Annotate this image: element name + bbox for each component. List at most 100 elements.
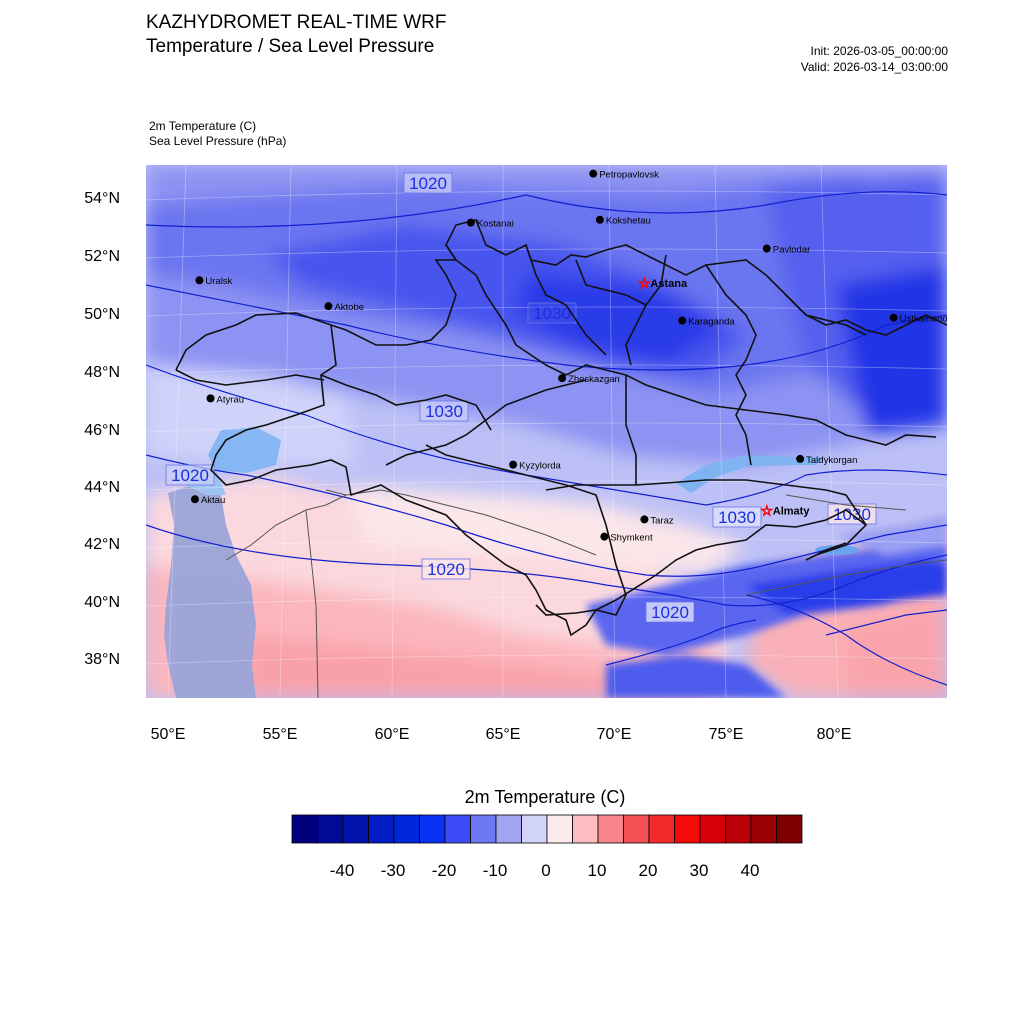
city-astana: ☆ Astana xyxy=(638,275,688,292)
city-label: Zheskazgan xyxy=(568,374,620,385)
lon-label: 50°E xyxy=(150,726,186,743)
city-label: Almaty xyxy=(773,506,811,518)
colorbar-tick-label: 20 xyxy=(638,861,658,880)
colorbar-tick-label: 30 xyxy=(689,861,709,880)
city-label: Kokshetau xyxy=(606,216,651,227)
valid-time: Valid: 2026-03-14_03:00:00 xyxy=(800,60,948,74)
city-label: Petropavlovsk xyxy=(599,170,659,181)
city-ustkamenogorsk: Ustkamenogorsk xyxy=(889,313,947,325)
city-atyrau: Atyrau xyxy=(206,394,244,405)
colorbar-swatch xyxy=(521,814,548,844)
city-petropavlovsk: Petropavlovsk xyxy=(589,169,659,181)
colorbar-swatch xyxy=(419,814,446,844)
city-kostanai: Kostanai xyxy=(466,218,514,230)
map-panel: 1020 1030 1030 1020 1030 1030 1020 1020 xyxy=(146,165,947,698)
colorbar-swatch xyxy=(699,814,726,844)
lat-label: 42°N xyxy=(84,536,120,553)
city-kyzylorda: Kyzylorda xyxy=(509,460,562,472)
city-label: Pavlodar xyxy=(773,245,811,256)
city-dot-icon xyxy=(595,215,604,224)
country-borders xyxy=(225,489,947,698)
city-karaganda: Karaganda xyxy=(678,316,735,328)
colorbar-swatch xyxy=(750,814,777,844)
svg-text:1020: 1020 xyxy=(409,174,447,193)
city-dot-icon xyxy=(324,302,333,311)
city-aktau: Aktau xyxy=(190,495,225,506)
city-dot-icon xyxy=(640,515,649,524)
lon-label: 65°E xyxy=(485,726,521,743)
city-taldykorgan: Taldykorgan xyxy=(796,454,857,466)
city-dot-icon xyxy=(762,244,771,253)
city-dot-icon xyxy=(558,374,567,383)
colorbar-swatch xyxy=(495,814,522,844)
field-label-temperature: 2m Temperature (C) xyxy=(149,119,257,133)
lat-label: 44°N xyxy=(84,479,120,496)
city-label: Kyzylorda xyxy=(519,461,561,472)
svg-text:1030: 1030 xyxy=(718,508,756,527)
colorbar-swatch xyxy=(674,814,701,844)
field-label-pressure: Sea Level Pressure (hPa) xyxy=(149,134,287,148)
city-dot-icon xyxy=(796,454,805,463)
lat-label: 46°N xyxy=(84,422,120,439)
isobar-label: 1020 xyxy=(165,464,215,486)
lon-label: 70°E xyxy=(596,726,632,743)
svg-text:1020: 1020 xyxy=(171,466,209,485)
isobar-label: 1020 xyxy=(421,558,471,580)
city-label: Atyrau xyxy=(217,394,244,405)
colorbar-tick-label: 40 xyxy=(740,861,760,880)
colorbar-swatch xyxy=(648,814,675,844)
lat-label: 50°N xyxy=(84,306,120,323)
init-time: Init: 2026-03-05_00:00:00 xyxy=(810,44,948,58)
lon-label: 60°E xyxy=(374,726,410,743)
colorbar-swatch xyxy=(368,814,395,844)
svg-text:1030: 1030 xyxy=(425,402,463,421)
isobar-label: 1030 xyxy=(712,506,762,528)
city-label: Ustkamenogorsk xyxy=(900,314,947,325)
lon-label: 55°E xyxy=(262,726,298,743)
city-almaty: ☆ Almaty xyxy=(760,502,811,519)
isobar-labels: 1020 1030 1030 1020 1030 1030 1020 1020 xyxy=(165,172,877,623)
city-pavlodar: Pavlodar xyxy=(762,244,811,256)
city-dot-icon xyxy=(466,218,475,227)
colorbar-swatch xyxy=(597,814,624,844)
city-dot-icon xyxy=(195,276,204,285)
chart-title: KAZHYDROMET REAL-TIME WRF xyxy=(146,12,447,33)
svg-text:1020: 1020 xyxy=(427,560,465,579)
city-label: Aktau xyxy=(201,495,225,506)
colorbar-swatch xyxy=(291,814,318,844)
city-dot-icon xyxy=(509,460,518,469)
city-label: Karaganda xyxy=(688,317,735,328)
colorbar-tick-label: -30 xyxy=(380,861,406,880)
capital-star-icon: ☆ xyxy=(638,275,651,291)
colorbar-title: 2m Temperature (C) xyxy=(464,787,626,807)
colorbar-swatch xyxy=(470,814,497,844)
colorbar-tick-label: -40 xyxy=(329,861,355,880)
lat-label: 48°N xyxy=(84,364,120,381)
colorbar-tick-label: 10 xyxy=(587,861,607,880)
lat-label: 38°N xyxy=(84,651,120,668)
city-label: Taldykorgan xyxy=(806,455,857,466)
colorbar-swatch xyxy=(623,814,650,844)
city-label: Kostanai xyxy=(477,219,514,230)
city-dot-icon xyxy=(600,532,609,541)
capital-star-icon: ☆ xyxy=(760,503,773,519)
city-label: Taraz xyxy=(650,515,673,526)
city-kokshetau: Kokshetau xyxy=(595,215,651,227)
city-label: Shymkent xyxy=(610,533,653,544)
isobar-label: 1020 xyxy=(645,601,695,623)
city-zheskazgan: Zheskazgan xyxy=(558,374,620,385)
colorbar-swatch xyxy=(725,814,752,844)
city-dot-icon xyxy=(678,316,687,325)
isobar-label: 1020 xyxy=(403,172,453,194)
city-aktobe: Aktobe xyxy=(324,302,364,313)
lat-label: 52°N xyxy=(84,248,120,265)
city-taraz: Taraz xyxy=(640,515,674,526)
city-label: Uralsk xyxy=(205,276,232,287)
colorbar xyxy=(291,814,803,844)
city-dot-icon xyxy=(190,495,199,504)
colorbar-swatch xyxy=(342,814,369,844)
city-label: Astana xyxy=(650,278,688,290)
city-shymkent: Shymkent xyxy=(600,532,653,544)
colorbar-tick-label: -20 xyxy=(431,861,457,880)
colorbar-swatch xyxy=(444,814,471,844)
